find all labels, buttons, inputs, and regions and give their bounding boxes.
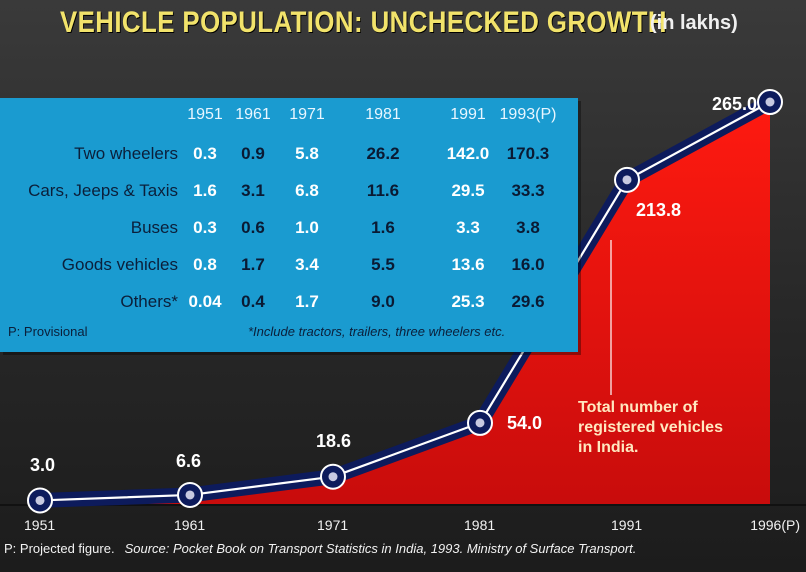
data-point-center <box>622 175 632 185</box>
projected-note: P: Projected figure. <box>4 541 115 556</box>
table-cell: 13.6 <box>451 255 485 274</box>
table-cell: 33.3 <box>511 181 545 200</box>
table-cell: 0.4 <box>241 292 265 311</box>
data-point-center <box>475 418 485 428</box>
table-cell: 0.04 <box>188 292 222 311</box>
footer: P: Projected figure. Source: Pocket Book … <box>4 541 636 556</box>
title-bar: VEHICLE POPULATION: UNCHECKED GROWTH <box>60 6 766 44</box>
table-cell: 1.6 <box>193 181 217 200</box>
table-cell: 170.3 <box>506 144 550 163</box>
provisional-note: P: Provisional <box>8 324 88 339</box>
table-cell: 9.0 <box>371 292 395 311</box>
others-note: *Include tractors, trailers, three wheel… <box>248 324 506 339</box>
table-cell: 0.8 <box>193 255 217 274</box>
table-cell: 5.8 <box>295 144 319 163</box>
table-cell: 6.8 <box>295 181 319 200</box>
table-cell: 3.8 <box>516 218 540 237</box>
table-cell: 0.9 <box>241 144 265 163</box>
table-row-label: Others* <box>120 292 178 311</box>
table-cell: 1.7 <box>295 292 319 311</box>
annotation-line: in India. <box>578 439 639 456</box>
data-label: 265.0 <box>712 94 757 114</box>
data-point-center <box>328 472 338 482</box>
data-label: 18.6 <box>316 431 351 451</box>
table-column-header: 1971 <box>289 106 325 123</box>
chart-unit: (in lakhs) <box>650 12 738 34</box>
table-row-label: Buses <box>130 218 178 237</box>
x-tick-label: 1961 <box>174 517 205 533</box>
table-cell: 0.3 <box>193 218 217 237</box>
source-note: Source: Pocket Book on Transport Statist… <box>124 541 637 556</box>
table-cell: 11.6 <box>366 181 400 200</box>
table-cell: 3.1 <box>241 181 265 200</box>
table-row-label: Goods vehicles <box>61 255 178 274</box>
data-label: 6.6 <box>176 451 201 471</box>
x-tick-label: 1996(P) <box>750 517 800 533</box>
data-point-center <box>35 495 45 505</box>
annotation-line: Total number of <box>578 399 698 416</box>
table-cell: 3.3 <box>456 218 480 237</box>
table-column-header: 1961 <box>235 106 271 123</box>
x-tick-label: 1981 <box>464 517 495 533</box>
series-line <box>39 101 771 502</box>
table-cell: 3.4 <box>295 255 319 274</box>
table-cell: 29.5 <box>451 181 485 200</box>
chart-annotation: Total number of registered vehicles in I… <box>578 398 723 458</box>
table-row-label: Cars, Jeeps & Taxis <box>28 181 178 200</box>
table-column-header: 1951 <box>187 106 223 123</box>
table-cell: 1.6 <box>371 218 395 237</box>
table-cell: 29.6 <box>511 292 545 311</box>
table-cell: 0.6 <box>241 218 265 237</box>
table-cell: 5.5 <box>371 255 395 274</box>
table-column-header: 1993(P) <box>499 106 557 123</box>
data-point-center <box>185 490 195 500</box>
data-point-center <box>765 97 775 107</box>
data-table: 1951 1961 1971 1981 1991 1993(P) Two wheelers 0… <box>0 98 578 352</box>
chart-title: VEHICLE POPULATION: UNCHECKED GROWTH <box>60 6 667 39</box>
data-label: 3.0 <box>30 455 55 475</box>
table-cell: 1.7 <box>241 255 265 274</box>
table-cell: 0.3 <box>193 144 217 163</box>
table-row-label: Two wheelers <box>74 144 178 163</box>
x-tick-label: 1971 <box>317 517 348 533</box>
table-cell: 1.0 <box>295 218 319 237</box>
x-tick-label: 1991 <box>611 517 642 533</box>
table-cell: 16.0 <box>511 255 545 274</box>
annotation-line: registered vehicles <box>578 419 723 436</box>
table-column-header: 1991 <box>450 106 486 123</box>
x-tick-label: 1951 <box>24 517 55 533</box>
table-cell: 25.3 <box>451 292 485 311</box>
data-label: 54.0 <box>507 413 542 433</box>
table-cell: 26.2 <box>366 144 400 163</box>
table-column-header: 1981 <box>365 106 401 123</box>
area-fill <box>40 102 770 505</box>
data-label: 213.8 <box>636 200 681 220</box>
table-cell: 142.0 <box>446 144 490 163</box>
